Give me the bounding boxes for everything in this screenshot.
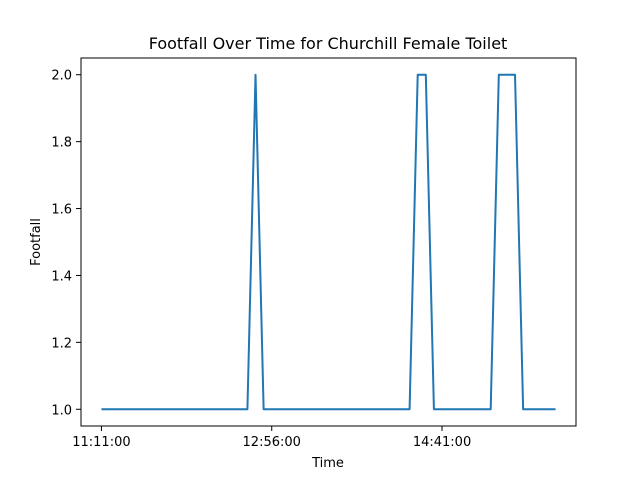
x-axis-label: Time <box>311 456 344 471</box>
y-tick-label: 1.8 <box>51 136 72 151</box>
x-axis: 11:11:00 12:56:00 14:41:00 <box>72 426 471 450</box>
chart-title: Footfall Over Time for Churchill Female … <box>149 34 508 53</box>
y-tick-label: 1.2 <box>51 336 72 351</box>
y-tick-label: 2.0 <box>51 69 72 84</box>
plot-area <box>80 57 577 427</box>
x-tick-label: 14:41:00 <box>413 435 471 450</box>
y-tick-label: 1.6 <box>51 203 72 218</box>
y-axis: 1.0 1.2 1.4 1.6 1.8 2.0 <box>51 69 81 418</box>
series-line-footfall <box>101 73 556 411</box>
y-axis-label: Footfall <box>29 218 44 266</box>
x-tick-label: 11:11:00 <box>72 435 130 450</box>
y-tick-label: 1.0 <box>51 403 72 418</box>
y-tick-label: 1.4 <box>51 269 72 284</box>
x-tick-label: 12:56:00 <box>243 435 301 450</box>
